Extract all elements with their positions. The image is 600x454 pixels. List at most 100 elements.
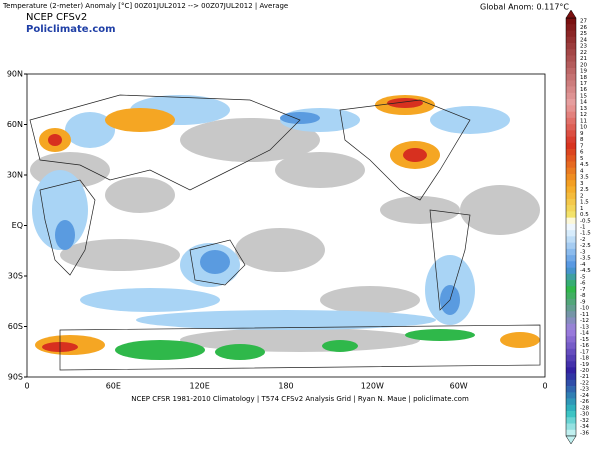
colorbar-label: 19 bbox=[580, 69, 587, 75]
colorbar-label: -19 bbox=[580, 362, 589, 368]
colorbar-label: -3 bbox=[580, 249, 586, 255]
map bbox=[26, 73, 546, 378]
colorbar-swatch bbox=[566, 36, 576, 44]
colorbar-swatch bbox=[566, 86, 576, 94]
hot-patches bbox=[42, 98, 427, 352]
colorbar-swatch bbox=[566, 423, 576, 431]
colorbar-swatch bbox=[566, 67, 576, 75]
colorbar-label: -4.5 bbox=[580, 268, 591, 274]
colorbar-swatch bbox=[566, 99, 576, 106]
colorbar-swatch bbox=[566, 173, 576, 181]
colorbar-swatch bbox=[566, 149, 576, 156]
colorbar-label: -24 bbox=[580, 393, 589, 399]
colorbar-swatch bbox=[566, 323, 576, 331]
colorbar-label: 10 bbox=[580, 125, 587, 131]
colorbar-swatch bbox=[566, 398, 576, 406]
colorbar-swatch bbox=[566, 242, 576, 250]
lat-label: 30N bbox=[7, 171, 23, 180]
colorbar-label: 6 bbox=[580, 150, 584, 156]
colorbar-swatch bbox=[566, 292, 576, 300]
colorbar-label: -26 bbox=[580, 399, 589, 405]
colorbar-label: 4.5 bbox=[580, 162, 589, 168]
colorbar-label: -12 bbox=[580, 318, 589, 324]
colorbar-label: -30 bbox=[580, 412, 589, 418]
colorbar: 2726252423222120191817161514131211109876… bbox=[565, 9, 591, 445]
lon-label: 120E bbox=[190, 382, 210, 391]
colorbar-label: 7 bbox=[580, 143, 584, 149]
colorbar-swatch bbox=[566, 304, 576, 312]
colorbar-label: 23 bbox=[580, 44, 587, 50]
footer: NCEP CFSR 1981-2010 Climatology | T574 C… bbox=[131, 395, 469, 403]
colorbar-label: 25 bbox=[580, 31, 587, 37]
colorbar-swatch bbox=[566, 267, 576, 275]
colorbar-swatch bbox=[566, 379, 576, 387]
colorbar-label: 1.5 bbox=[580, 200, 589, 206]
lat-label: 90S bbox=[8, 373, 23, 382]
colorbar-label: 5 bbox=[580, 156, 584, 162]
colorbar-swatch bbox=[566, 317, 576, 325]
colorbar-label: -34 bbox=[580, 424, 589, 430]
lon-label: 120W bbox=[361, 382, 384, 391]
colorbar-swatch bbox=[566, 161, 576, 169]
colorbar-swatch bbox=[566, 111, 576, 119]
colorbar-label: -22 bbox=[580, 380, 589, 386]
lon-label: 60W bbox=[450, 382, 468, 391]
colorbar-swatch bbox=[566, 236, 576, 243]
model-name: NCEP CFSv2 bbox=[26, 12, 87, 23]
colorbar-label: 13 bbox=[580, 106, 587, 112]
colorbar-arrow-bottom bbox=[565, 435, 577, 445]
colorbar-arrow-top bbox=[565, 9, 577, 19]
colorbar-label: -2.5 bbox=[580, 243, 591, 249]
colorbar-swatch bbox=[566, 30, 576, 38]
colorbar-label: -2 bbox=[580, 237, 585, 243]
colorbar-swatch bbox=[566, 24, 576, 31]
colorbar-label: -20 bbox=[580, 368, 589, 374]
colorbar-swatch bbox=[566, 336, 576, 343]
colorbar-label: 18 bbox=[580, 75, 587, 81]
colorbar-label: -28 bbox=[580, 405, 589, 411]
colorbar-swatch bbox=[566, 248, 576, 256]
colorbar-label: -6 bbox=[580, 281, 586, 287]
colorbar-label: 2 bbox=[580, 193, 584, 199]
colorbar-label: 22 bbox=[580, 50, 587, 56]
colorbar-swatch bbox=[566, 211, 576, 218]
colorbar-label: 9 bbox=[580, 131, 584, 137]
colorbar-swatch bbox=[566, 404, 576, 412]
colorbar-swatch bbox=[566, 411, 576, 418]
colorbar-label: -1.5 bbox=[580, 231, 591, 237]
colorbar-swatch bbox=[566, 136, 576, 144]
colorbar-swatch bbox=[566, 429, 576, 437]
colorbar-swatch bbox=[566, 342, 576, 349]
lon-label: 0 bbox=[24, 382, 29, 391]
colorbar-label: 20 bbox=[580, 62, 587, 68]
colorbar-swatch bbox=[566, 61, 576, 69]
site-name: Policlimate.com bbox=[26, 24, 116, 35]
colorbar-swatch bbox=[566, 186, 576, 193]
colorbar-swatch bbox=[566, 124, 576, 131]
colorbar-label: 2.5 bbox=[580, 187, 589, 193]
colorbar-label: -11 bbox=[580, 312, 589, 318]
colorbar-swatch bbox=[566, 361, 576, 368]
colorbar-swatch bbox=[566, 55, 576, 62]
colorbar-label: 0.5 bbox=[580, 212, 589, 218]
colorbar-swatch bbox=[566, 280, 576, 287]
colorbar-label: 15 bbox=[580, 93, 587, 99]
colorbar-label: 14 bbox=[580, 100, 587, 106]
very-cold-patches bbox=[115, 329, 475, 360]
coastlines bbox=[29, 94, 541, 371]
colorbar-label: -23 bbox=[580, 387, 589, 393]
colorbar-label: -17 bbox=[580, 349, 589, 355]
colorbar-label: 12 bbox=[580, 112, 587, 118]
colorbar-swatch bbox=[566, 74, 576, 81]
colorbar-swatch bbox=[566, 130, 576, 137]
colorbar-label: -13 bbox=[580, 324, 589, 330]
colorbar-swatch bbox=[566, 367, 576, 374]
colorbar-swatch bbox=[566, 348, 576, 356]
colorbar-label: -21 bbox=[580, 374, 589, 380]
colorbar-swatch bbox=[566, 117, 576, 125]
neutral-patches bbox=[30, 118, 540, 352]
colorbar-label: 16 bbox=[580, 87, 587, 93]
colorbar-label: 24 bbox=[580, 37, 587, 43]
colorbar-swatch bbox=[566, 142, 576, 150]
